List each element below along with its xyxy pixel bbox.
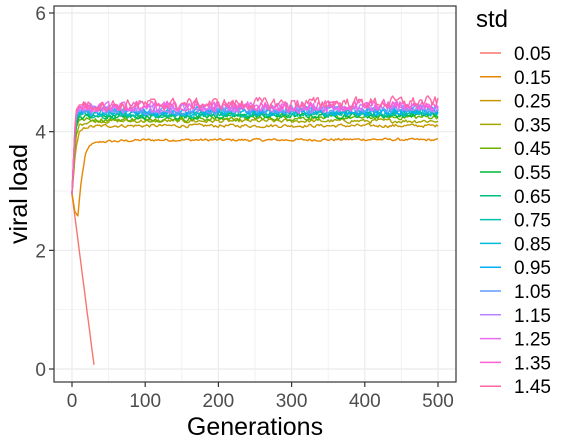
- series-line-1.45: [71, 95, 439, 195]
- legend-label-0.95: 0.95: [514, 258, 551, 279]
- series-line-1.35: [71, 98, 439, 195]
- minor-gridlines: [54, 6, 456, 382]
- y-axis-title: viral load: [5, 144, 33, 244]
- series-line-1.25: [71, 100, 439, 195]
- x-tick-label: 500: [422, 391, 454, 412]
- legend-label-1.15: 1.15: [514, 306, 551, 327]
- x-tick-label: 100: [129, 391, 161, 412]
- series-line-0.25: [71, 122, 439, 195]
- major-gridlines: [54, 6, 456, 382]
- legend-label-1.35: 1.35: [514, 353, 551, 374]
- x-tick-label: 0: [67, 391, 78, 412]
- x-axis-title: Generations: [187, 413, 323, 441]
- legend-label-1.25: 1.25: [514, 330, 551, 351]
- series-lines: [71, 95, 439, 365]
- legend-label-0.45: 0.45: [514, 139, 551, 160]
- series-line-0.05: [71, 193, 95, 365]
- legend-label-1.05: 1.05: [514, 282, 551, 303]
- legend-label-0.85: 0.85: [514, 234, 551, 255]
- plot-border: [53, 5, 457, 383]
- legend-label-0.25: 0.25: [514, 92, 551, 113]
- y-tick-label: 2: [35, 241, 46, 262]
- x-tick-label: 300: [276, 391, 308, 412]
- y-tick-label: 0: [35, 360, 46, 381]
- y-tick-label: 4: [35, 123, 46, 144]
- x-tick-label: 200: [203, 391, 235, 412]
- legend-label-0.05: 0.05: [514, 44, 551, 65]
- series-line-0.15: [71, 137, 439, 217]
- series-line-0.35: [71, 117, 439, 195]
- y-tick-label: 6: [35, 4, 46, 25]
- legend-label-0.35: 0.35: [514, 115, 551, 136]
- legend: 0.05 0.15 0.250.35 0.45 0.55 0.65 0.750.85 0.95…: [480, 44, 551, 398]
- legend-label-0.15: 0.15: [514, 68, 551, 89]
- x-tick-label: 400: [349, 391, 381, 412]
- legend-label-0.65: 0.65: [514, 187, 551, 208]
- series-line-0.45: [71, 114, 439, 195]
- legend-label-1.45: 1.45: [514, 377, 551, 398]
- legend-title: std: [476, 6, 508, 33]
- legend-label-0.55: 0.55: [514, 163, 551, 184]
- legend-label-0.75: 0.75: [514, 211, 551, 232]
- x-axis-ticks: 0 100 200 300 400 500: [67, 382, 454, 412]
- y-axis-ticks: 0 2 4 6: [35, 4, 54, 381]
